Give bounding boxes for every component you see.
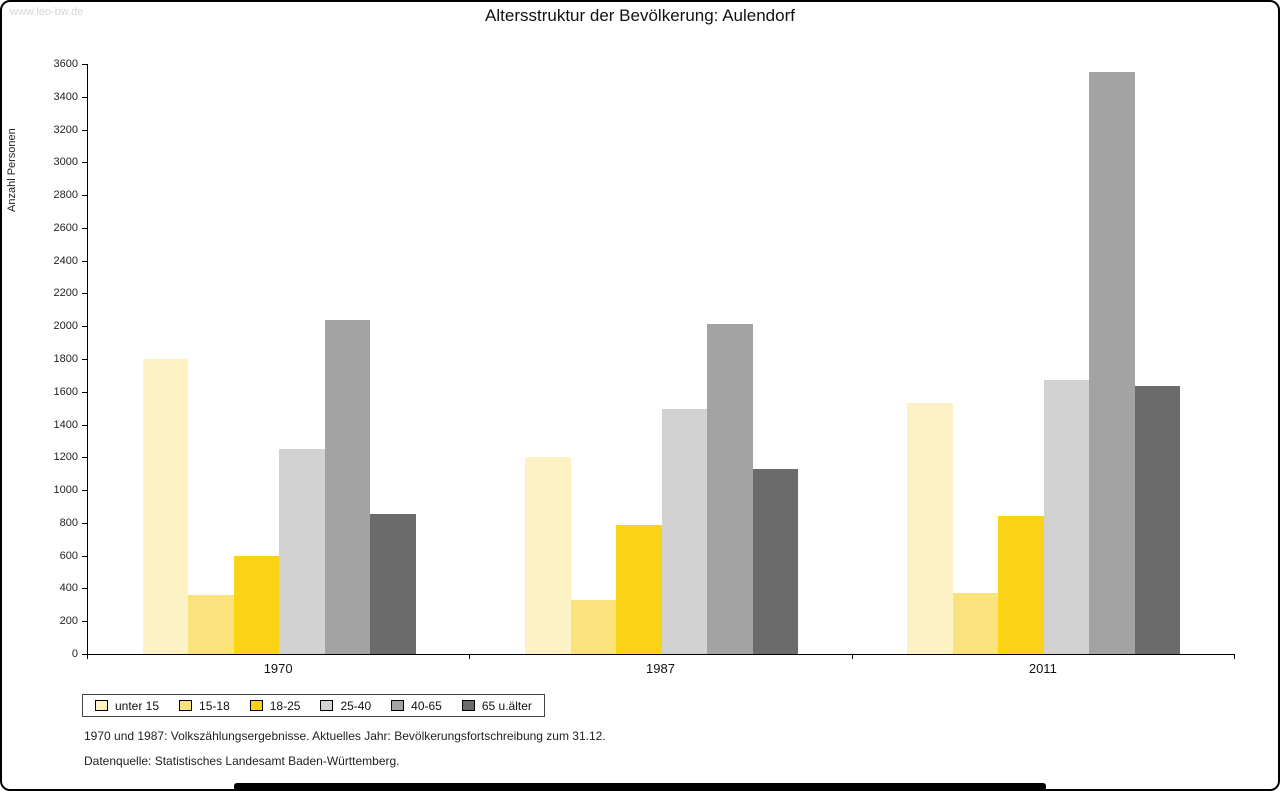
y-tick-label: 600 [59, 549, 78, 562]
y-axis-tick [82, 260, 87, 262]
legend-item-15-18: 15-18 [179, 699, 230, 713]
y-tick-label: 400 [59, 582, 78, 595]
y-axis-tick [82, 391, 87, 393]
y-tick-label: 200 [59, 615, 78, 628]
y-axis-tick [82, 490, 87, 492]
y-tick-label: 2600 [53, 221, 78, 234]
bar-40-65-1987 [707, 323, 753, 654]
y-axis-tick [82, 359, 87, 360]
legend-swatch [95, 700, 108, 711]
y-axis-tick [82, 588, 87, 590]
chart-title: Altersstruktur der Bevölkerung: Aulendor… [485, 6, 795, 25]
x-axis-tick [1234, 655, 1235, 659]
y-tick-label: 1000 [53, 484, 78, 497]
y-axis-tick [82, 326, 87, 328]
y-tick-label: 0 [71, 648, 78, 660]
footnotes: 1970 und 1987: Volkszählungsergebnisse. … [84, 724, 606, 774]
bar-unter-15-1970 [142, 359, 189, 654]
legend-swatch [461, 700, 475, 711]
y-tick-label: 3400 [53, 90, 78, 103]
bar-15-18-1987 [570, 599, 616, 654]
footnote-line1: 1970 und 1987: Volkszählungsergebnisse. … [84, 729, 606, 743]
y-tick-label: 2200 [53, 287, 78, 300]
legend: unter 15 15-18 18-25 25-40 40-65 65 u.älter [82, 694, 545, 717]
y-axis-tick [82, 227, 87, 229]
legend-label: 65 u.älter [481, 698, 532, 713]
x-axis-tick [469, 655, 471, 659]
legend-item-40-65: 40-65 [391, 699, 442, 713]
bar-40-65-1970 [324, 319, 371, 654]
legend-item-18-25: 18-25 [249, 698, 301, 713]
x-tick-label-2011: 2011 [1028, 661, 1057, 676]
y-axis-tick [82, 457, 87, 459]
legend-label: 25-40 [340, 698, 372, 713]
legend-swatch [179, 700, 193, 711]
y-axis-tick [82, 654, 87, 655]
y-tick-label: 1400 [53, 418, 78, 431]
y-axis-tick [82, 621, 87, 623]
legend-item-unter-15: unter 15 [95, 699, 159, 713]
y-tick-label: 2800 [53, 189, 78, 202]
x-tick-label-1970: 1970 [263, 661, 293, 676]
y-axis-tick [82, 129, 87, 131]
y-axis-tick [82, 522, 87, 524]
y-tick-label: 3600 [53, 58, 78, 70]
bar-25-40-2011 [1043, 380, 1090, 654]
legend-item-25-40: 25-40 [320, 699, 371, 713]
bar-unter-15-2011 [907, 403, 953, 654]
y-tick-label: 1200 [53, 451, 78, 464]
y-tick-label: 3000 [53, 156, 78, 169]
y-tick-label: 3200 [53, 123, 78, 136]
bar-65-u-älter-1987 [752, 468, 798, 654]
legend-label: 40-65 [411, 698, 442, 713]
y-tick-label: 800 [59, 516, 78, 529]
plot-area [87, 64, 1235, 655]
legend-label: unter 15 [115, 698, 160, 713]
y-axis-label: Anzahl Personen [6, 128, 18, 212]
bar-65-u-älter-1970 [370, 513, 416, 654]
bar-15-18-1970 [188, 595, 234, 654]
legend-label: 15-18 [199, 698, 230, 713]
y-tick-label: 1800 [53, 353, 78, 365]
y-axis-tick [82, 195, 87, 197]
bar-18-25-1970 [233, 555, 280, 654]
y-axis-tick [82, 555, 87, 557]
bar-15-18-2011 [952, 592, 999, 654]
watermark: www.leo-bw.de [10, 6, 84, 18]
y-tick-label: 2400 [53, 254, 78, 267]
bar-65-u-älter-2011 [1134, 386, 1181, 654]
bar-unter-15-1987 [525, 457, 571, 654]
y-axis-tick [82, 293, 87, 295]
y-tick-label: 2000 [53, 320, 78, 333]
bar-25-40-1987 [661, 409, 707, 654]
bar-18-25-2011 [998, 516, 1044, 654]
x-axis-tick [87, 655, 88, 659]
y-axis-tick [82, 424, 87, 426]
legend-swatch [320, 700, 334, 711]
y-axis-tick [82, 96, 87, 98]
y-tick-label: 1600 [53, 385, 78, 398]
legend-swatch [249, 700, 263, 711]
legend-item-65-u-älter: 65 u.älter [461, 698, 532, 713]
y-axis-tick [82, 64, 87, 65]
legend-label: 18-25 [269, 698, 301, 713]
x-axis-tick [851, 655, 853, 659]
footnote-line2: Datenquelle: Statistisches Landesamt Bad… [84, 754, 400, 768]
frame-bottom-bar [234, 783, 1046, 789]
bar-25-40-1970 [279, 449, 325, 654]
x-tick-label-1987: 1987 [646, 661, 675, 676]
y-axis-tick [82, 162, 87, 164]
bar-18-25-1987 [616, 524, 662, 654]
legend-swatch [391, 700, 405, 711]
bar-40-65-2011 [1089, 72, 1135, 654]
